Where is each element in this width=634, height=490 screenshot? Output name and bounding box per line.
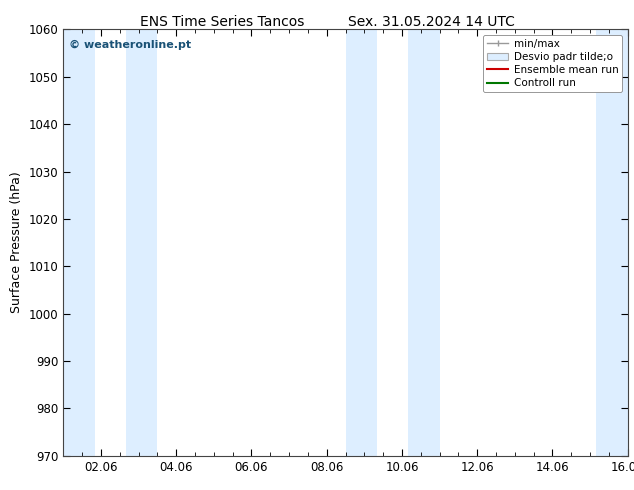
Legend: min/max, Desvio padr tilde;o, Ensemble mean run, Controll run: min/max, Desvio padr tilde;o, Ensemble m…: [483, 35, 623, 92]
Text: Sex. 31.05.2024 14 UTC: Sex. 31.05.2024 14 UTC: [347, 15, 515, 29]
Bar: [126, 29, 157, 456]
Y-axis label: Surface Pressure (hPa): Surface Pressure (hPa): [10, 172, 23, 314]
Text: © weatheronline.pt: © weatheronline.pt: [69, 40, 191, 50]
Bar: [63, 29, 94, 456]
Bar: [597, 29, 628, 456]
Bar: [346, 29, 377, 456]
Bar: [408, 29, 439, 456]
Text: ENS Time Series Tancos: ENS Time Series Tancos: [139, 15, 304, 29]
